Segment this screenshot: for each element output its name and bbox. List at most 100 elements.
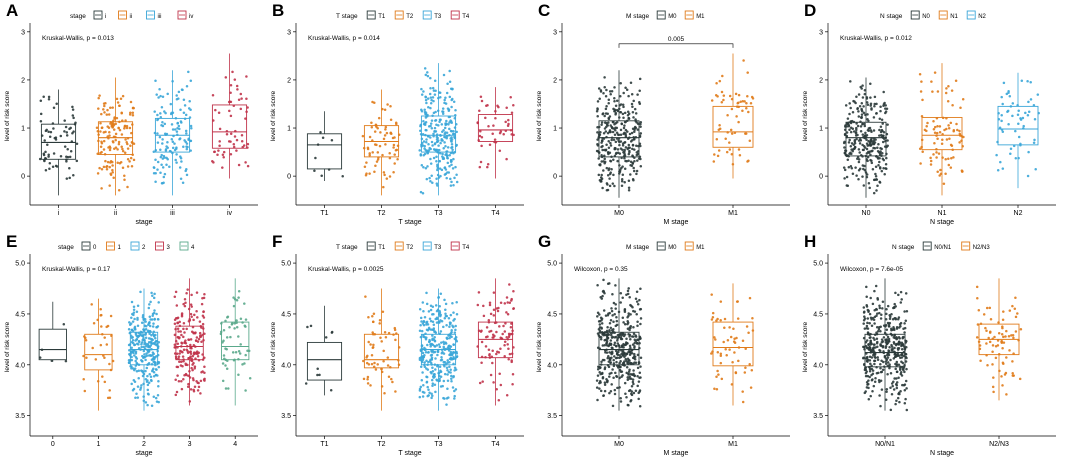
data-point — [991, 385, 995, 389]
data-point — [713, 336, 716, 339]
data-point — [631, 147, 634, 151]
data-point — [393, 326, 397, 330]
data-point — [480, 340, 484, 344]
data-point — [446, 337, 449, 340]
data-point — [635, 153, 639, 157]
data-point — [865, 324, 869, 328]
data-point — [432, 111, 436, 115]
data-point — [613, 100, 616, 103]
data-point — [979, 359, 982, 363]
data-point — [450, 377, 453, 381]
data-point — [865, 305, 869, 308]
data-point — [448, 69, 451, 73]
data-point — [96, 379, 100, 383]
data-point — [864, 154, 868, 158]
data-point — [380, 367, 383, 370]
data-point — [370, 362, 374, 366]
data-point — [425, 302, 429, 306]
data-point — [621, 144, 625, 147]
data-point — [135, 392, 138, 396]
panel-letter: G — [538, 232, 551, 251]
data-point — [495, 352, 498, 356]
data-point — [448, 360, 451, 364]
data-point — [749, 102, 753, 105]
data-point — [620, 184, 624, 188]
data-point — [63, 145, 67, 148]
box-group-iii — [152, 70, 193, 196]
data-point — [429, 308, 433, 312]
y-tick-label: 4.0 — [15, 362, 25, 369]
data-point — [1012, 336, 1015, 340]
data-point — [1022, 124, 1025, 128]
data-point — [378, 322, 381, 325]
data-point — [147, 381, 151, 384]
data-point — [173, 148, 177, 152]
data-point — [935, 151, 938, 154]
data-point — [478, 381, 482, 385]
data-point — [504, 120, 507, 124]
data-point — [477, 291, 481, 294]
data-point — [863, 363, 866, 367]
y-tick-label: 4.5 — [547, 311, 557, 318]
data-point — [984, 326, 987, 330]
data-point — [867, 151, 871, 154]
data-point — [512, 346, 515, 349]
data-point — [868, 336, 872, 339]
data-point — [866, 383, 869, 386]
box — [712, 321, 754, 367]
data-point — [597, 136, 600, 140]
data-point — [611, 404, 615, 408]
data-point — [425, 101, 428, 105]
data-point — [873, 322, 876, 325]
data-point — [430, 174, 433, 178]
data-point — [616, 133, 620, 136]
x-tick-label: iii — [170, 210, 175, 217]
data-point — [857, 158, 861, 161]
data-point — [141, 360, 144, 363]
data-point — [614, 111, 618, 115]
data-point — [135, 342, 139, 346]
data-point — [598, 387, 601, 390]
data-point — [623, 180, 626, 184]
data-point — [438, 379, 441, 382]
data-point — [864, 113, 867, 117]
data-point — [899, 356, 902, 359]
data-point — [448, 321, 452, 324]
data-point — [618, 140, 621, 144]
data-point — [142, 356, 145, 359]
data-point — [619, 94, 622, 98]
data-point — [147, 306, 151, 310]
data-point — [430, 378, 434, 382]
data-point — [605, 143, 608, 146]
data-point — [453, 135, 456, 139]
data-point — [871, 389, 874, 393]
data-point — [889, 408, 893, 412]
data-point — [484, 355, 487, 359]
legend-label: 0 — [93, 245, 97, 251]
data-point — [427, 351, 430, 354]
data-point — [232, 304, 236, 308]
data-point — [430, 140, 434, 144]
data-point — [438, 120, 441, 124]
x-tick-label: ii — [114, 210, 118, 217]
data-point — [879, 404, 882, 408]
data-point — [874, 165, 878, 168]
data-point — [506, 343, 509, 346]
data-point — [65, 158, 68, 161]
data-point — [40, 348, 44, 352]
data-point — [446, 156, 449, 160]
data-point — [875, 308, 878, 311]
data-point — [849, 106, 852, 110]
legend-label: ii — [130, 14, 133, 20]
data-point — [1007, 335, 1011, 338]
box-group-iv — [211, 53, 250, 179]
data-point — [941, 116, 945, 120]
data-point — [902, 354, 905, 358]
data-point — [600, 326, 603, 330]
data-point — [904, 339, 907, 342]
data-point — [203, 365, 206, 369]
data-point — [614, 140, 618, 144]
data-point — [148, 332, 151, 335]
data-point — [142, 345, 146, 349]
data-point — [873, 359, 876, 363]
